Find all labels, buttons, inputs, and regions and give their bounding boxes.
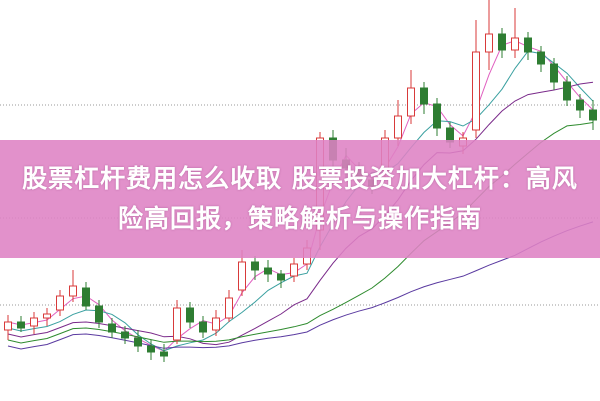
candle-body — [537, 51, 545, 65]
candle-body — [160, 351, 168, 357]
candle-body — [498, 33, 506, 51]
candle-body — [238, 261, 246, 291]
candle-body — [251, 261, 259, 271]
candle-body — [82, 287, 90, 307]
title-banner: 股票杠杆费用怎么收取 股票投资加大杠杆：高风险高回报，策略解析与操作指南 — [0, 140, 600, 258]
candle-body — [212, 317, 220, 331]
candle-body — [186, 307, 194, 323]
candle-body — [95, 305, 103, 323]
candle-body — [121, 331, 129, 339]
candle-body — [433, 103, 441, 129]
candle-body — [4, 321, 12, 331]
candle-body — [524, 37, 532, 53]
candle-body — [407, 87, 415, 117]
candle-body — [290, 263, 298, 277]
candle-body — [576, 99, 584, 111]
candle-body — [420, 87, 428, 105]
candle-body — [485, 33, 493, 53]
candle-body — [563, 81, 571, 101]
candle-body — [550, 63, 558, 83]
candle-body — [108, 323, 116, 333]
candle-body — [30, 317, 38, 327]
candle-body — [134, 337, 142, 347]
candle-body — [199, 321, 207, 333]
candle-body — [17, 321, 25, 329]
moving-average-line — [7, 81, 594, 346]
candle-body — [147, 345, 155, 353]
candle-body — [394, 115, 402, 139]
candle-body — [43, 313, 51, 319]
candle-body — [277, 273, 285, 281]
moving-average-line — [7, 221, 594, 350]
candle-body — [225, 297, 233, 319]
candle-body — [69, 285, 77, 297]
article-title: 股票杠杆费用怎么收取 股票投资加大杠杆：高风险高回报，策略解析与操作指南 — [22, 164, 578, 233]
candle-body — [56, 295, 64, 311]
candle-body — [173, 307, 181, 341]
candle-body — [264, 267, 272, 275]
candle-body — [589, 109, 597, 121]
candle-body — [511, 37, 519, 51]
moving-average-line — [7, 50, 594, 352]
candle-body — [472, 51, 480, 131]
